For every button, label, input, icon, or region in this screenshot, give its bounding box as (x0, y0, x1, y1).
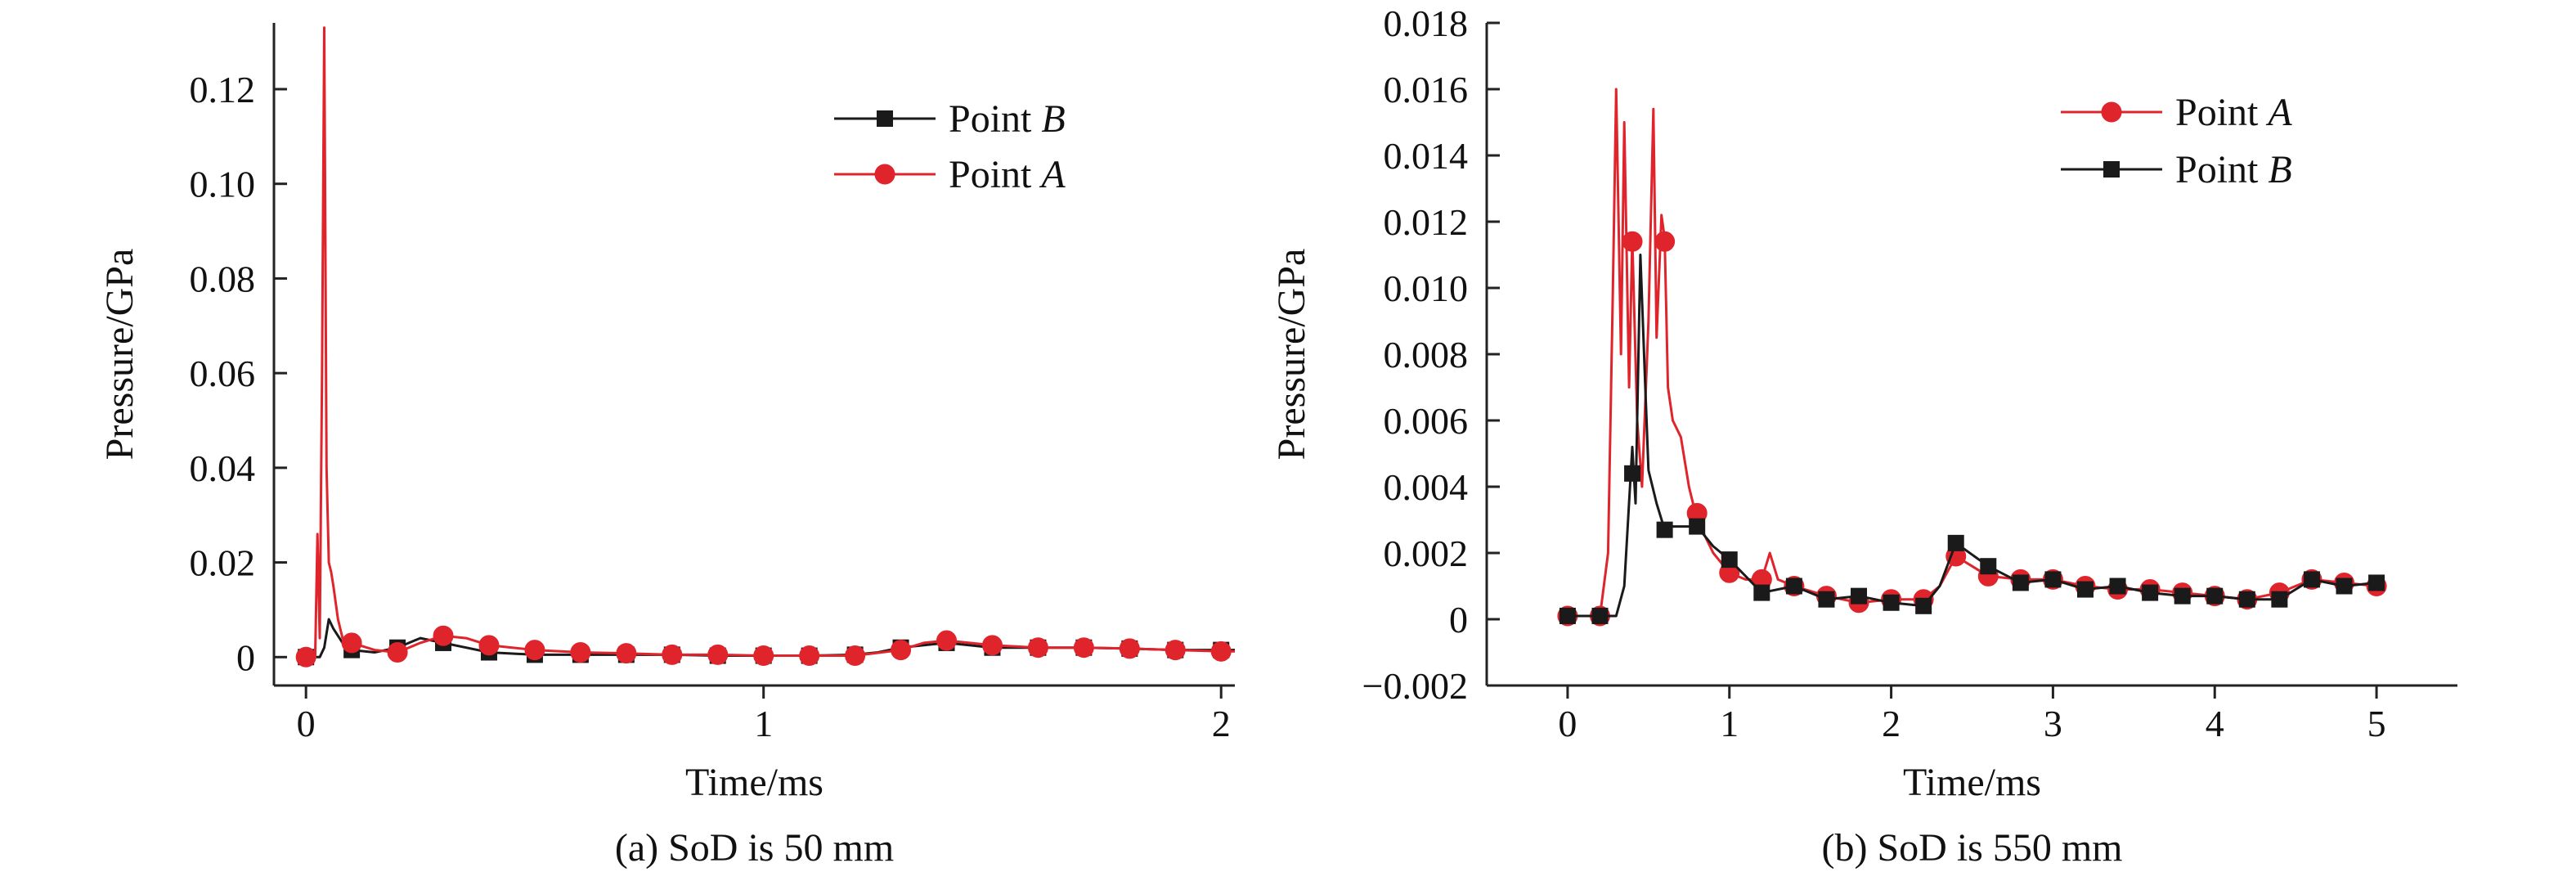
data-point-point-a (662, 644, 683, 665)
x-tick-label: 5 (2367, 703, 2386, 744)
data-point-point-b (2336, 578, 2353, 595)
data-point-point-b (1947, 534, 1964, 551)
y-axis-title: Pressure/GPa (98, 249, 141, 461)
data-point-point-a (1119, 638, 1140, 659)
data-point-point-a (570, 642, 591, 663)
x-tick-label: 1 (754, 703, 773, 744)
data-point-point-a (295, 646, 316, 667)
y-tick-label: 0.006 (1384, 400, 1469, 442)
y-tick-label: 0.014 (1384, 135, 1469, 177)
panel-b: −0.002 0 0.002 0.004 0.006 0.008 0.010 0.012 0.0… (1270, 2, 2457, 870)
data-point-point-b (2238, 591, 2255, 608)
legend-label-point-a: Point A (949, 153, 1066, 196)
x-tick-label: 1 (1720, 703, 1739, 744)
legend-marker-point-b (2103, 161, 2120, 178)
data-point-point-b (2303, 571, 2320, 588)
data-point-point-a (936, 630, 957, 651)
data-point-point-b (1721, 551, 1738, 569)
y-tick-label: 0 (1449, 599, 1468, 641)
data-point-point-b (2109, 578, 2126, 595)
data-point-point-b (2142, 584, 2159, 601)
data-point-point-b (1915, 597, 1932, 614)
data-point-point-a (707, 644, 729, 665)
data-point-point-b (2174, 587, 2191, 605)
data-point-point-a (1210, 641, 1232, 662)
data-point-point-a (1165, 640, 1186, 661)
y-tick-label: 0.016 (1384, 69, 1469, 110)
data-point-point-a (845, 645, 866, 667)
data-point-point-b (2271, 591, 2288, 608)
data-point-point-a (1622, 231, 1643, 252)
data-point-point-b (1980, 558, 1997, 575)
data-point-point-b (2206, 587, 2224, 605)
panel-caption: (a) SoD is 50 mm (615, 826, 894, 870)
y-tick-label: −0.002 (1362, 665, 1468, 707)
data-point-point-a (799, 645, 820, 667)
data-point-point-b (1559, 607, 1576, 624)
series-point-a (295, 26, 1235, 667)
y-tick-label: 0.010 (1384, 267, 1469, 309)
y-tick-label: 0.018 (1384, 2, 1469, 44)
x-tick-label: 3 (2044, 703, 2062, 744)
y-tick-label: 0 (236, 636, 255, 678)
data-point-point-a (616, 643, 637, 664)
data-point-point-b (1624, 465, 1641, 482)
data-point-point-a (891, 640, 912, 661)
y-tick-label: 0.004 (1384, 466, 1469, 508)
legend-marker-point-a (874, 164, 895, 185)
y-tick-label: 0.012 (1384, 201, 1469, 243)
data-point-point-a (524, 640, 545, 661)
y-tick-label: 0.06 (190, 353, 256, 394)
legend-marker-point-b (877, 110, 893, 127)
data-point-point-b (1689, 518, 1706, 535)
y-tick-label: 0.12 (190, 69, 256, 110)
x-tick-label: 2 (1882, 703, 1901, 744)
y-tick-label: 0.10 (190, 164, 256, 205)
data-point-point-a (387, 642, 408, 663)
data-point-point-b (2044, 571, 2062, 588)
data-point-point-a (1654, 231, 1676, 252)
data-point-point-b (1753, 584, 1770, 601)
data-point-point-b (2012, 574, 2029, 591)
data-point-point-b (1851, 587, 1868, 605)
data-point-point-a (753, 645, 774, 667)
y-tick-label: 0.008 (1384, 334, 1469, 375)
legend: Point B Point A (834, 97, 1066, 196)
data-point-point-a (433, 625, 454, 646)
y-tick-label: 0.02 (190, 542, 256, 584)
panel-a: 0 0.02 0.04 0.06 0.08 0.10 0.12 0 1 2 Pressure/GPa… (98, 23, 1235, 870)
data-point-point-a (341, 632, 362, 654)
data-point-point-b (2368, 574, 2385, 591)
panel-caption: (b) SoD is 550 mm (1821, 826, 2122, 870)
x-axis-title: Time/ms (1903, 761, 2041, 804)
series-point-b (1559, 254, 2385, 624)
data-point-point-b (1656, 521, 1673, 538)
x-axis-title: Time/ms (685, 761, 824, 804)
y-tick-label: 0.002 (1384, 533, 1469, 574)
series-line-point-a (306, 26, 1235, 659)
data-point-point-a (478, 635, 500, 656)
y-tick-label: 0.08 (190, 258, 256, 299)
data-point-point-b (1883, 594, 1900, 611)
legend: Point A Point B (2061, 91, 2292, 191)
legend-label-point-a: Point A (2175, 91, 2292, 134)
legend-label-point-b: Point B (2175, 148, 2292, 191)
data-point-point-a (1027, 637, 1048, 659)
data-point-point-b (2076, 581, 2094, 598)
data-point-point-a (1073, 637, 1094, 659)
data-point-point-b (1818, 591, 1835, 608)
data-point-point-a (981, 635, 1003, 656)
legend-label-point-b: Point B (949, 97, 1066, 141)
x-tick-label: 0 (297, 703, 316, 744)
x-tick-label: 0 (1558, 703, 1577, 744)
legend-marker-point-a (2101, 101, 2122, 123)
series-line-point-b (1567, 254, 2377, 618)
y-tick-label: 0.04 (190, 447, 256, 489)
data-point-point-b (1591, 607, 1609, 624)
x-tick-label: 2 (1212, 703, 1231, 744)
y-axis-title: Pressure/GPa (1270, 249, 1313, 461)
data-point-point-b (1785, 578, 1802, 595)
x-tick-label: 4 (2206, 703, 2224, 744)
